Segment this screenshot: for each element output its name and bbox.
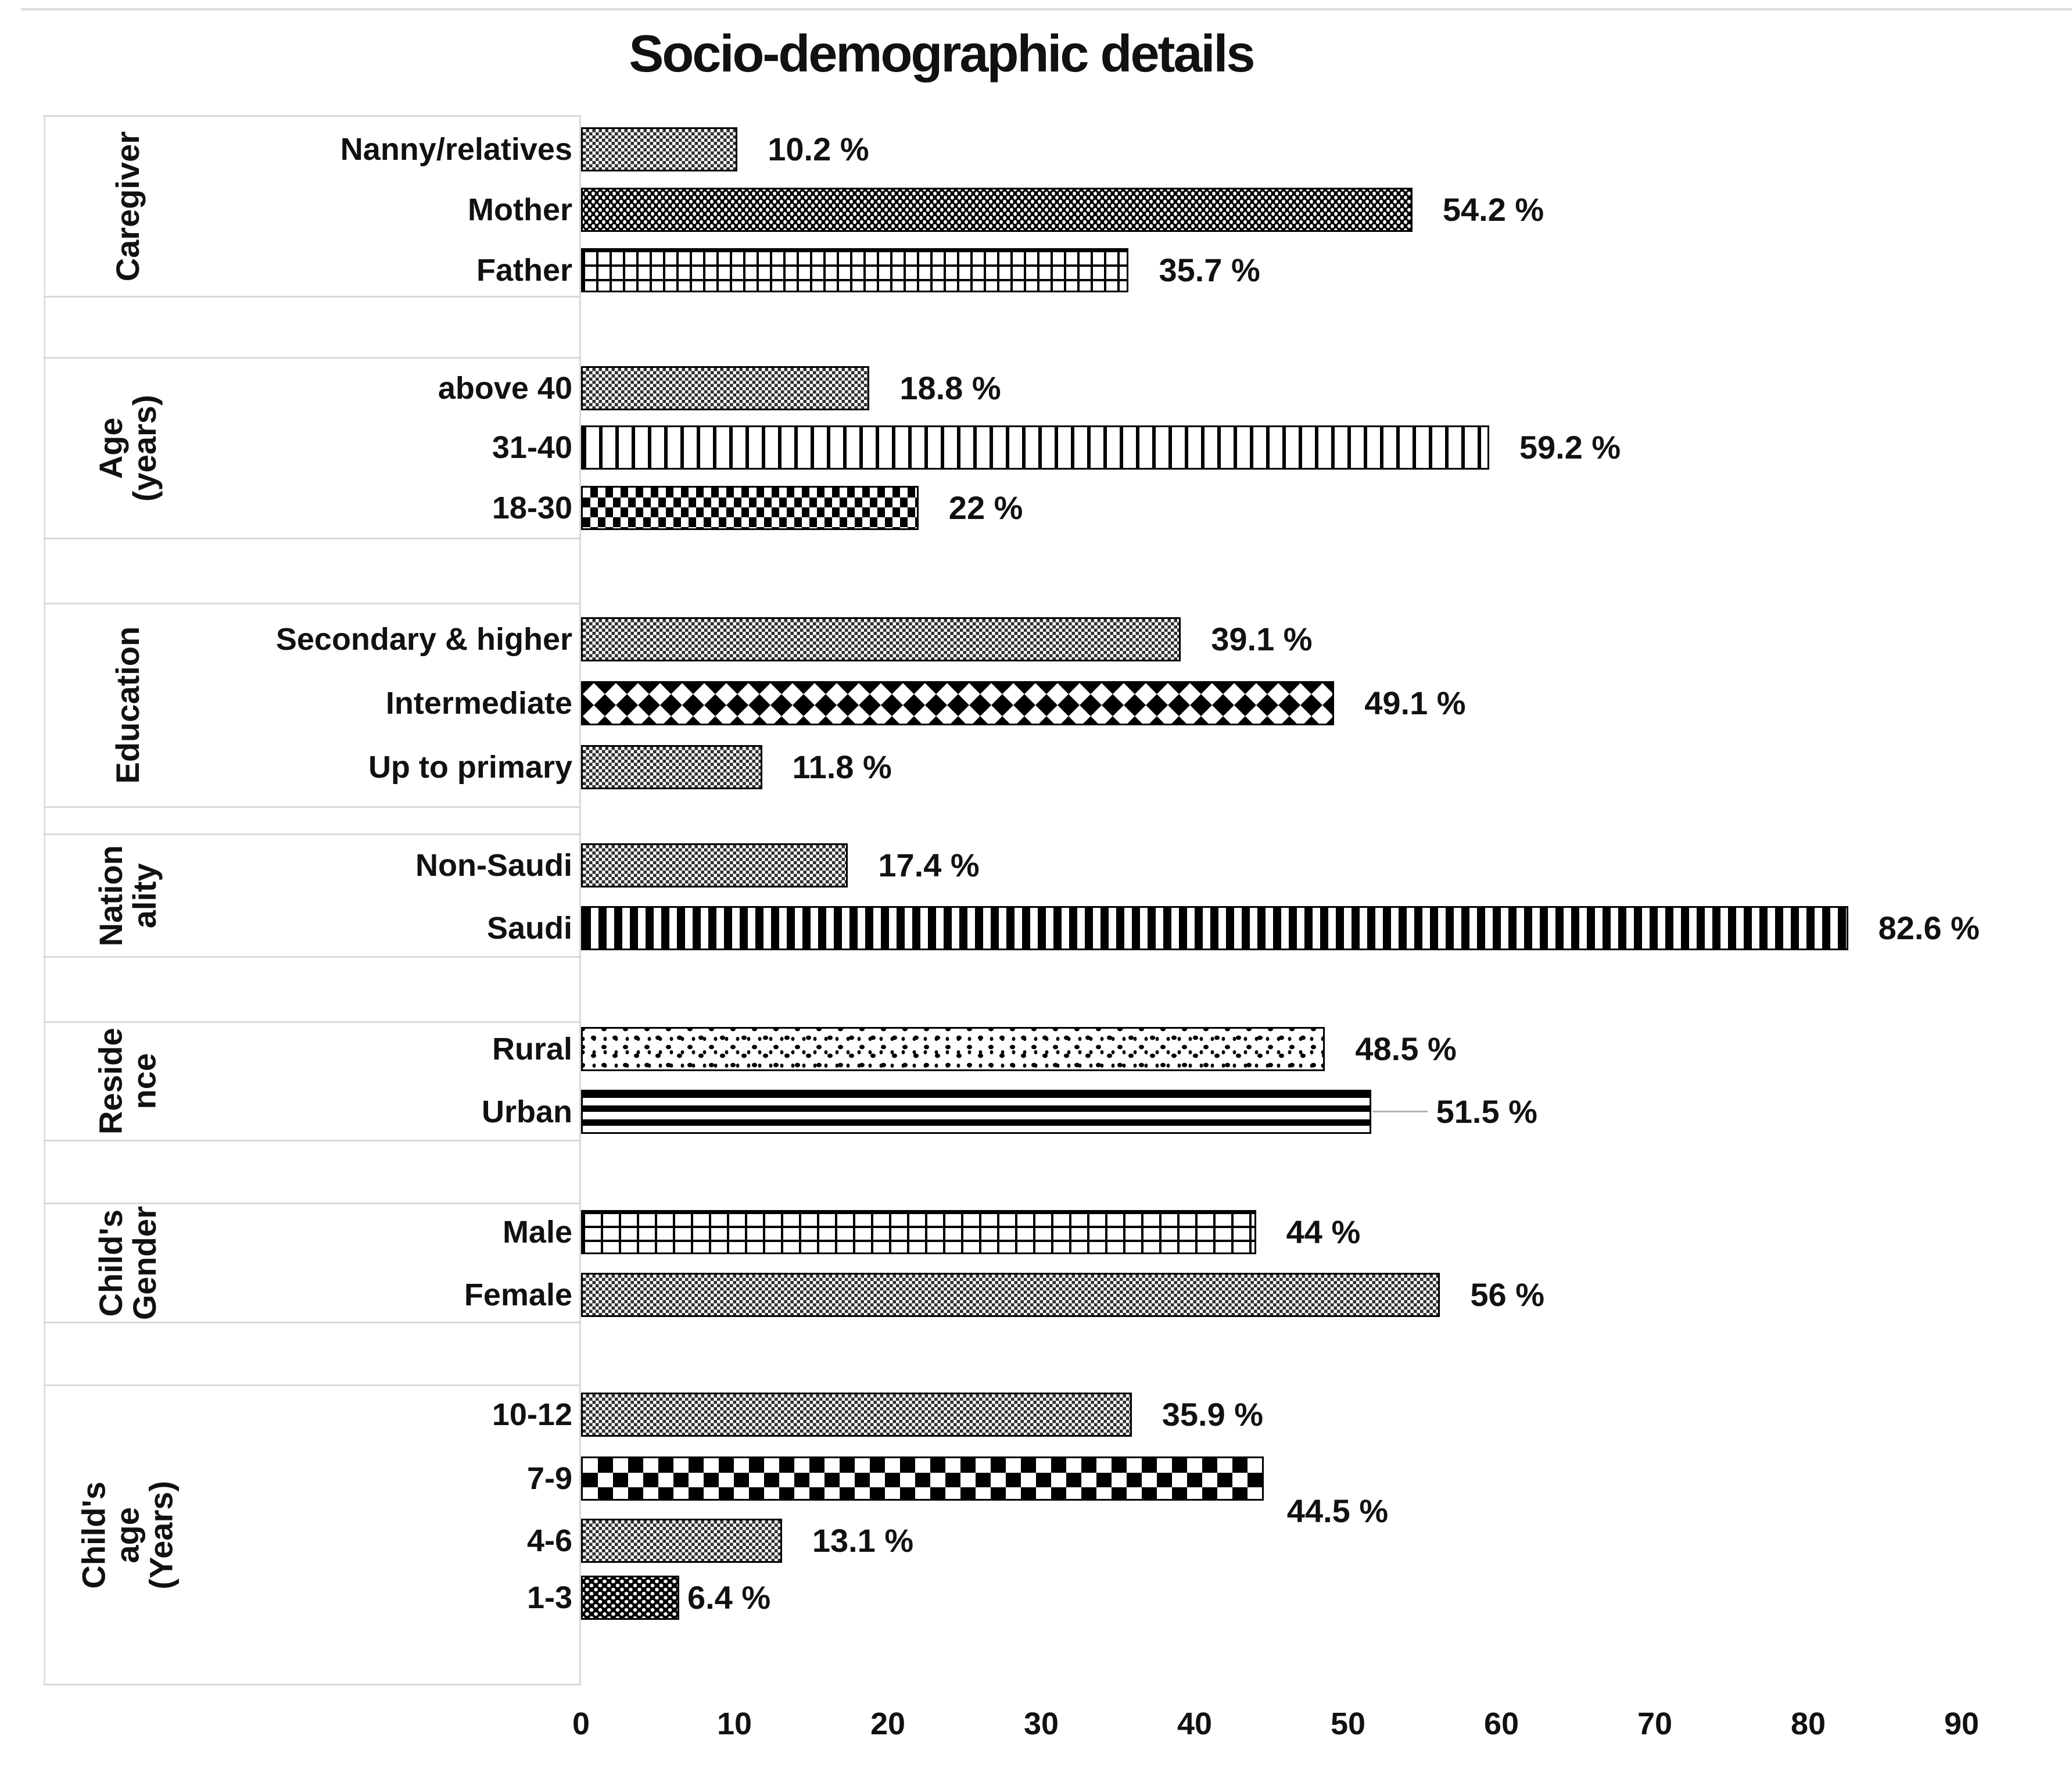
leader-line-urban xyxy=(1372,1111,1428,1112)
bar-1-3 xyxy=(581,1576,679,1620)
category-label-mother: Mother xyxy=(468,192,572,227)
category-label-non-saudi: Non-Saudi xyxy=(415,848,572,883)
bar-4-6 xyxy=(581,1519,782,1563)
category-label-7-9: 7-9 xyxy=(526,1461,572,1496)
category-label-10-12: 10-12 xyxy=(492,1397,572,1432)
category-group-education xyxy=(44,603,581,808)
value-label-saudi: 82.6 % xyxy=(1878,910,1980,946)
value-label-intermediate: 49.1 % xyxy=(1364,685,1466,721)
value-label-up-to-primary: 11.8 % xyxy=(792,749,892,785)
category-label-rural: Rural xyxy=(492,1032,572,1066)
x-tick-70: 70 xyxy=(1637,1706,1673,1741)
top-divider-line xyxy=(21,8,2072,10)
category-group-child-s-gender xyxy=(44,1202,581,1323)
category-label-intermediate: Intermediate xyxy=(385,686,572,721)
bar-secondary-higher xyxy=(581,617,1181,661)
value-label-31-40: 59.2 % xyxy=(1519,429,1621,466)
bar-31-40 xyxy=(581,425,1489,470)
category-label-female: Female xyxy=(464,1277,572,1312)
category-label-father: Father xyxy=(476,253,572,288)
bar-female xyxy=(581,1273,1440,1317)
bar-rural xyxy=(581,1027,1325,1071)
category-label-31-40: 31-40 xyxy=(492,430,572,465)
value-label-non-saudi: 17.4 % xyxy=(878,847,980,883)
category-group-child-s-age-years xyxy=(44,1384,581,1685)
bar-intermediate xyxy=(581,681,1334,725)
value-label-father: 35.7 % xyxy=(1159,252,1260,288)
value-label-above-40: 18.8 % xyxy=(899,370,1001,406)
category-label-up-to-primary: Up to primary xyxy=(368,750,572,785)
category-label-male: Male xyxy=(502,1215,572,1250)
value-label-1-3: 6.4 % xyxy=(687,1579,771,1616)
bar-7-9 xyxy=(581,1456,1264,1501)
category-label-nanny-relatives: Nanny/relatives xyxy=(340,132,572,167)
value-label-rural: 48.5 % xyxy=(1355,1030,1457,1067)
category-group-age-years xyxy=(44,357,581,539)
x-tick-0: 0 xyxy=(572,1706,590,1741)
bar-above-40 xyxy=(581,366,869,410)
value-label-mother: 54.2 % xyxy=(1442,191,1544,228)
category-group-caregiver xyxy=(44,115,581,298)
x-tick-10: 10 xyxy=(716,1706,752,1741)
category-label-secondary-higher: Secondary & higher xyxy=(275,622,572,657)
bar-father xyxy=(581,248,1128,292)
value-label-nanny-relatives: 10.2 % xyxy=(768,131,869,167)
bar-saudi xyxy=(581,906,1848,950)
x-tick-80: 80 xyxy=(1790,1706,1826,1741)
x-tick-20: 20 xyxy=(870,1706,906,1741)
x-tick-60: 60 xyxy=(1483,1706,1519,1741)
category-label-above-40: above 40 xyxy=(438,371,572,406)
value-label-secondary-higher: 39.1 % xyxy=(1211,621,1313,657)
value-label-female: 56 % xyxy=(1470,1276,1545,1313)
value-label-4-6: 13.1 % xyxy=(812,1522,914,1559)
category-label-4-6: 4-6 xyxy=(526,1523,572,1558)
value-label-urban: 51.5 % xyxy=(1436,1093,1537,1130)
bar-male xyxy=(581,1210,1256,1254)
value-label-7-9: 44.5 % xyxy=(1286,1493,1389,1529)
bar-up-to-primary xyxy=(581,745,762,789)
bar-mother xyxy=(581,188,1413,232)
value-label-10-12: 35.9 % xyxy=(1162,1396,1264,1433)
bar-18-30 xyxy=(581,486,919,530)
category-label-urban: Urban xyxy=(481,1094,572,1129)
bar-urban xyxy=(581,1090,1371,1134)
chart-title: Socio-demographic details xyxy=(629,25,1255,83)
category-group-nationality xyxy=(44,833,581,958)
value-label-18-30: 22 % xyxy=(948,489,1023,526)
category-group-residence xyxy=(44,1021,581,1141)
axis-right-border xyxy=(579,115,581,1685)
x-tick-30: 30 xyxy=(1023,1706,1059,1741)
bar-nanny-relatives xyxy=(581,127,737,171)
x-tick-50: 50 xyxy=(1330,1706,1366,1741)
x-tick-40: 40 xyxy=(1177,1706,1213,1741)
bar-10-12 xyxy=(581,1393,1132,1437)
category-label-saudi: Saudi xyxy=(486,911,572,946)
axis-left-border xyxy=(44,115,45,1685)
category-label-18-30: 18-30 xyxy=(492,491,572,525)
category-label-1-3: 1-3 xyxy=(526,1580,572,1615)
value-label-male: 44 % xyxy=(1286,1214,1361,1250)
bar-non-saudi xyxy=(581,843,848,887)
x-tick-90: 90 xyxy=(1944,1706,1980,1741)
